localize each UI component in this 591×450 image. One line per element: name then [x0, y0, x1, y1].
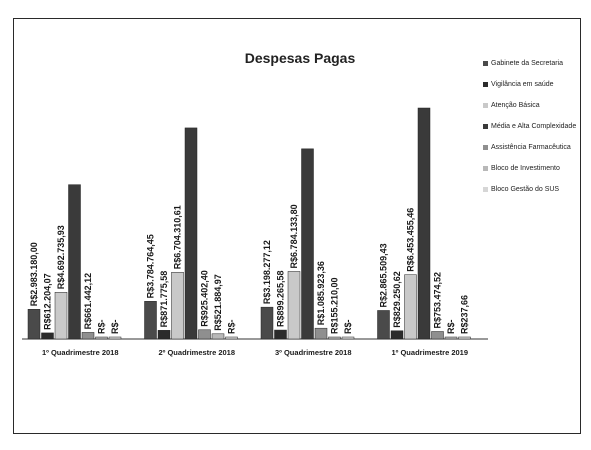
legend-swatch: [483, 145, 488, 150]
bar-value-label: R$2.865.509,43: [379, 243, 389, 307]
bar-value-label: R$1.085.923,36: [316, 261, 326, 325]
bar-value-label: R$-: [97, 319, 107, 334]
bar: [27, 309, 41, 340]
bar: [301, 148, 314, 340]
bar: [211, 333, 225, 340]
bar-value-label: R$-: [446, 319, 456, 334]
bar: [314, 327, 328, 340]
bar: [404, 274, 417, 340]
bar: [260, 306, 274, 340]
legend-item: Gabinete da Secretaria: [483, 60, 563, 67]
bar-value-label: R$4.692.735,93: [56, 225, 66, 289]
bar: [41, 332, 54, 340]
legend-swatch: [483, 124, 488, 129]
bar: [431, 331, 444, 340]
chart-frame: [13, 18, 581, 434]
bar: [341, 336, 355, 340]
bar-value-label: R$661.442,12: [83, 273, 93, 330]
bar: [417, 107, 431, 340]
legend-label: Gabinete da Secretaria: [491, 60, 563, 67]
legend-item: Bloco Gestão do SUS: [483, 186, 559, 193]
bar-value-label: R$237,66: [460, 295, 470, 334]
bar: [68, 184, 81, 340]
bar: [198, 329, 211, 340]
bar-value-label: R$899.265,58: [276, 270, 286, 327]
legend-swatch: [483, 61, 488, 66]
legend-item: Bloco de Investimento: [483, 165, 560, 172]
bar: [54, 292, 68, 340]
legend-item: Vigilância em saúde: [483, 81, 554, 88]
bar: [171, 271, 184, 340]
bar-value-label: R$6.453.455,46: [406, 208, 416, 272]
legend-label: Média e Alta Complexidade: [491, 123, 577, 130]
bar: [81, 332, 95, 340]
bar: [390, 330, 404, 340]
bar-value-label: R$-: [110, 319, 120, 334]
bar: [458, 336, 471, 340]
bar: [377, 310, 390, 340]
category-label: 3º Quadrimestre 2018: [275, 348, 352, 357]
legend-label: Assistência Farmacêutica: [491, 144, 571, 151]
bar-value-label: R$6.784.133,80: [289, 204, 299, 268]
bar: [225, 336, 238, 340]
bar-value-label: R$2.983.180,00: [29, 242, 39, 306]
bar-value-label: R$612.204,07: [43, 273, 53, 330]
bar-value-label: R$-: [227, 319, 237, 334]
legend-item: Assistência Farmacêutica: [483, 144, 571, 151]
category-label: 1º Quadrimestre 2018: [42, 348, 119, 357]
bar: [328, 336, 341, 340]
bar: [274, 329, 287, 340]
bar: [144, 301, 157, 340]
legend-item: Atenção Básica: [483, 102, 540, 109]
bar-value-label: R$-: [343, 319, 353, 334]
legend-label: Vigilância em saúde: [491, 81, 554, 88]
legend-swatch: [483, 166, 488, 171]
legend-label: Bloco de Investimento: [491, 165, 560, 172]
bar-value-label: R$925.402,40: [200, 270, 210, 327]
legend-label: Atenção Básica: [491, 102, 540, 109]
category-label: 1º Quadrimestre 2019: [391, 348, 468, 357]
bar-value-label: R$3.198.277,12: [262, 240, 272, 304]
bar: [287, 271, 301, 340]
bar-value-label: R$155.210,00: [330, 277, 340, 334]
bar-value-label: R$829.250,62: [392, 271, 402, 328]
category-label: 2º Quadrimestre 2018: [158, 348, 235, 357]
bar: [108, 336, 122, 340]
bar-value-label: R$871.775,58: [159, 271, 169, 328]
legend-swatch: [483, 187, 488, 192]
bar: [184, 127, 198, 340]
bar-value-label: R$3.784.764,45: [146, 234, 156, 298]
chart-title: Despesas Pagas: [244, 50, 356, 66]
legend-item: Média e Alta Complexidade: [483, 123, 576, 130]
bar-value-label: R$753.474,52: [433, 272, 443, 329]
legend-swatch: [483, 103, 488, 108]
bar: [95, 336, 108, 340]
bar: [157, 330, 171, 340]
legend-swatch: [483, 82, 488, 87]
bar-value-label: R$6.704.310,61: [173, 205, 183, 269]
legend-label: Bloco Gestão do SUS: [491, 186, 560, 193]
bar-value-label: R$521.884,97: [213, 274, 223, 331]
bar: [444, 336, 458, 340]
